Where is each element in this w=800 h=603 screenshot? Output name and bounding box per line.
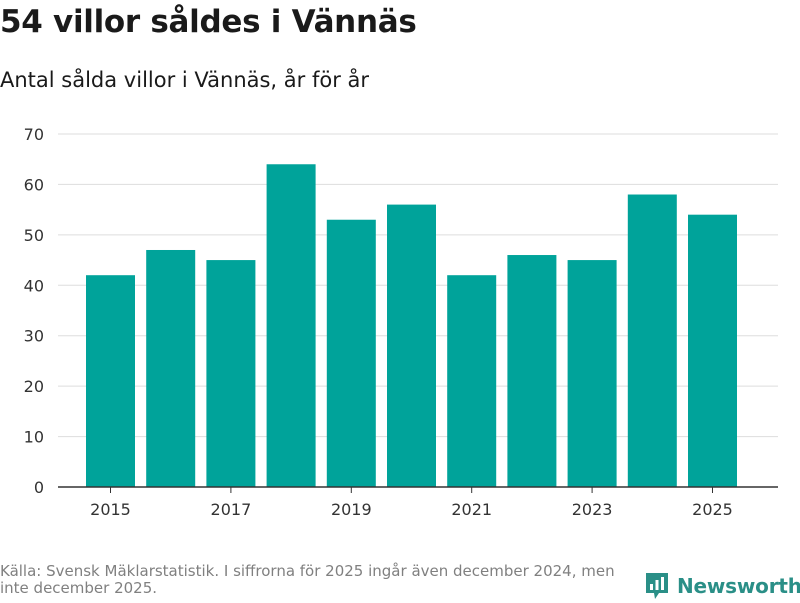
bar-2024 xyxy=(627,194,677,487)
chart-subtitle: Antal sålda villor i Vännäs, år för år xyxy=(0,68,370,92)
y-tick-label: 70 xyxy=(24,125,44,144)
bar-2019 xyxy=(326,219,376,487)
x-tick-label: 2015 xyxy=(90,500,131,519)
bar-chart: 0 10 20 30 40 50 60 70 2015 2017 2019 2021 2023 2025 xyxy=(24,125,778,519)
y-tick-label: 10 xyxy=(24,428,44,447)
bar-2021 xyxy=(447,275,497,487)
chart-title: 54 villor såldes i Vännäs xyxy=(0,4,417,40)
bar-2018 xyxy=(266,164,316,487)
x-tick-label: 2025 xyxy=(692,500,733,519)
x-tick-label: 2023 xyxy=(572,500,613,519)
x-tick-label: 2019 xyxy=(331,500,372,519)
newsworthy-logo[interactable]: Newsworthy xyxy=(644,569,800,603)
y-tick-label: 20 xyxy=(24,377,44,396)
bar-2015 xyxy=(86,275,135,487)
y-axis-ticks: 0 10 20 30 40 50 60 70 xyxy=(24,125,44,497)
bar-2017 xyxy=(206,260,256,487)
bar-2025 xyxy=(688,214,737,487)
y-tick-label: 40 xyxy=(24,276,44,295)
bar-2016 xyxy=(146,249,196,487)
y-tick-label: 50 xyxy=(24,226,44,245)
y-tick-label: 60 xyxy=(24,175,44,194)
bar-2023 xyxy=(567,260,617,487)
y-tick-label: 0 xyxy=(34,478,44,497)
bar-2020 xyxy=(387,204,436,487)
x-tick-label: 2017 xyxy=(211,500,252,519)
brand-name: Newsworthy xyxy=(677,574,800,598)
newsworthy-icon xyxy=(646,573,668,599)
source-note: Källa: Svensk Mäklarstatistik. I siffror… xyxy=(0,562,615,597)
x-tick-label: 2021 xyxy=(451,500,492,519)
bars xyxy=(86,164,737,487)
y-tick-label: 30 xyxy=(24,327,44,346)
x-axis-ticks: 2015 2017 2019 2021 2023 2025 xyxy=(90,487,733,519)
bar-2022 xyxy=(507,255,557,487)
